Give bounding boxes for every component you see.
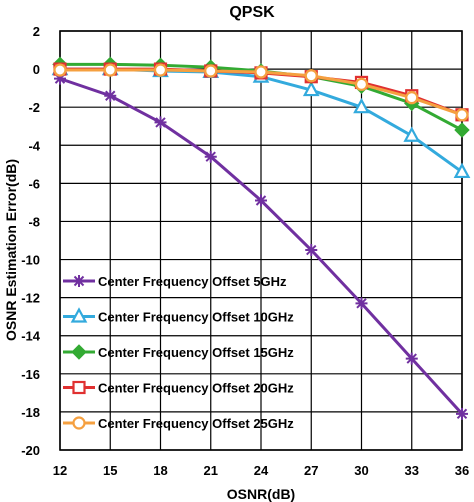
legend-entry: Center Frequency Offset 10GHz [63, 307, 294, 325]
data-point [305, 244, 318, 257]
data-point [304, 69, 318, 83]
data-point [71, 344, 87, 360]
legend-entry: Center Frequency Offset 15GHz [63, 344, 294, 360]
legend-label: Center Frequency Offset 15GHz [98, 345, 294, 360]
data-point [154, 116, 167, 129]
data-point [403, 126, 421, 142]
legend: Center Frequency Offset 5GHz Center Frequ… [63, 274, 294, 431]
series-layer [51, 56, 471, 420]
series-5 [53, 63, 469, 122]
legend-entry: Center Frequency Offset 20GHz [63, 381, 294, 396]
chart-title: QPSK [229, 4, 275, 21]
x-tick-label: 33 [405, 463, 419, 478]
y-tick-label: -14 [21, 329, 41, 344]
data-point [405, 91, 419, 105]
legend-label: Center Frequency Offset 5GHz [98, 274, 287, 289]
data-point [353, 97, 370, 114]
y-tick-label: -12 [21, 291, 40, 306]
data-point [204, 150, 217, 163]
data-point [255, 194, 267, 207]
y-tick-label: -8 [28, 214, 40, 229]
legend-label: Center Frequency Offset 20GHz [98, 381, 294, 396]
data-point [204, 64, 218, 78]
data-point [254, 65, 268, 79]
data-point [455, 108, 469, 122]
y-tick-label: -10 [21, 253, 40, 268]
y-tick-label: -6 [28, 176, 40, 191]
legend-label: Center Frequency Offset 10GHz [98, 310, 294, 325]
y-tick-label: -20 [21, 443, 40, 458]
x-tick-label: 36 [455, 463, 469, 478]
data-point [72, 380, 86, 395]
legend-label: Center Frequency Offset 25GHz [98, 416, 294, 431]
y-tick-label: 2 [33, 24, 40, 39]
data-point [103, 63, 117, 77]
data-point [354, 77, 369, 91]
data-point [73, 275, 85, 287]
x-tick-label: 21 [204, 463, 218, 478]
y-tick-label: 0 [33, 62, 40, 77]
data-point [70, 307, 88, 323]
data-point [355, 297, 368, 310]
y-tick-label: -4 [28, 138, 40, 153]
x-tick-label: 27 [304, 463, 318, 478]
x-tick-label: 12 [53, 463, 67, 478]
x-tick-label: 24 [254, 463, 269, 478]
data-point [53, 63, 67, 77]
data-point [104, 89, 117, 102]
plot-frame [59, 30, 463, 451]
y-axis-title: OSNR Estimation Error(dB) [3, 159, 19, 341]
data-point [72, 416, 86, 430]
data-point [405, 352, 418, 365]
x-tick-label: 18 [153, 463, 167, 478]
y-tick-label: -18 [21, 405, 40, 420]
y-tick-label: -16 [21, 367, 40, 382]
data-point [453, 162, 471, 179]
legend-entry: Center Frequency Offset 25GHz [63, 416, 294, 431]
axes: 12 15 18 21 24 27 30 33 36 2 0 -2 -4 -6 -8 -10 -12 -14 -16… [21, 24, 469, 478]
x-tick-label: 30 [354, 463, 368, 478]
x-axis-title: OSNR(dB) [227, 486, 295, 502]
data-point [153, 63, 168, 77]
legend-entry: Center Frequency Offset 5GHz [63, 274, 287, 289]
data-point [54, 72, 66, 85]
x-tick-label: 15 [103, 463, 117, 478]
y-tick-label: -2 [28, 100, 40, 115]
data-point [454, 122, 470, 138]
series-1 [54, 72, 468, 420]
data-point [456, 407, 468, 420]
data-point [302, 80, 320, 97]
